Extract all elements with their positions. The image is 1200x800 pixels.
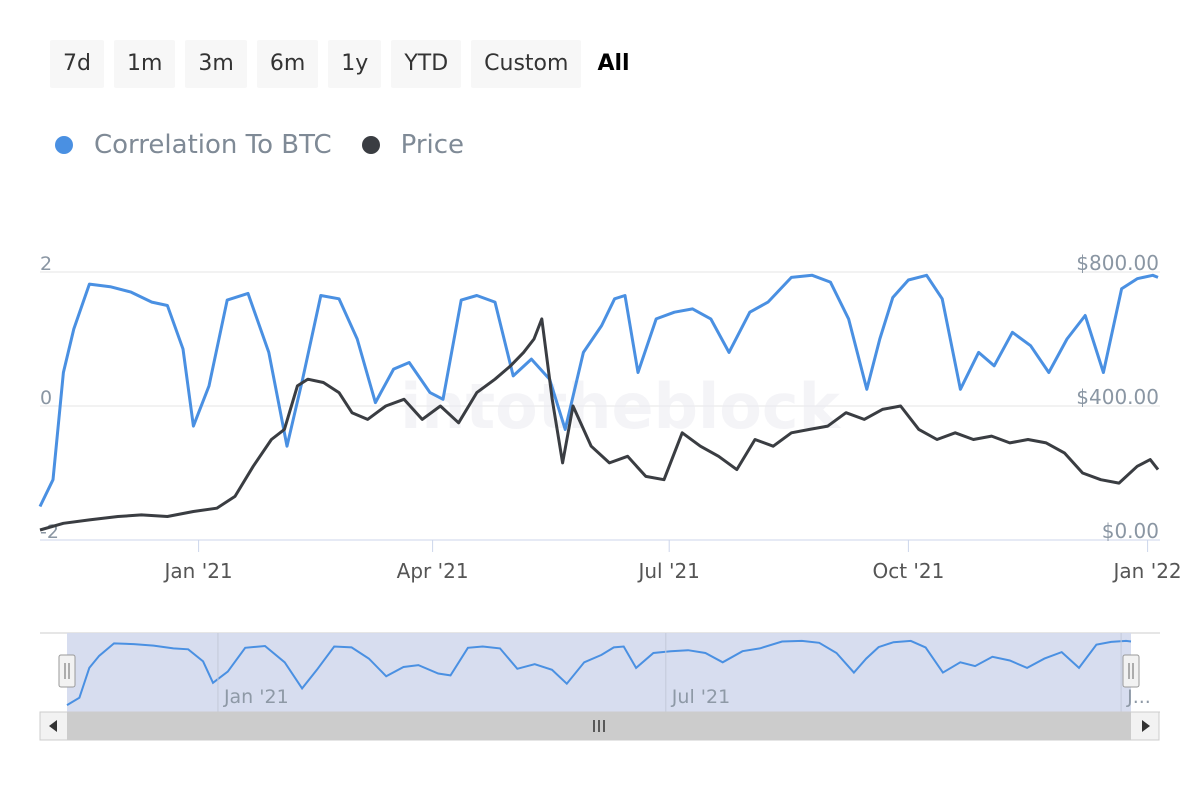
right-axis-tick-label: $400.00 — [1076, 385, 1159, 409]
x-axis-tick-label: Jan '22 — [1112, 559, 1182, 583]
x-axis-tick-label: Apr '21 — [397, 559, 469, 583]
series-line-price[interactable] — [39, 317, 1160, 532]
watermark-logo: intotheblock — [400, 370, 841, 443]
range-button-7d[interactable]: 7d — [50, 40, 104, 88]
chart-legend: Correlation To BTC Price — [55, 130, 464, 160]
x-axis-tick-label: Jan '21 — [163, 559, 233, 583]
legend-item-price[interactable]: Price — [361, 130, 465, 160]
x-axis-tick-label: Oct '21 — [872, 559, 944, 583]
range-button-1m[interactable]: 1m — [113, 40, 176, 88]
navigator-tick-label: J... — [1126, 686, 1151, 708]
left-axis-tick-label: 0 — [40, 387, 52, 409]
right-axis-tick-label: $800.00 — [1076, 251, 1159, 275]
legend-label-correlation: Correlation To BTC — [94, 130, 332, 160]
range-button-6m[interactable]: 6m — [256, 40, 319, 88]
right-axis-tick-label: $0.00 — [1102, 519, 1159, 543]
legend-dot-price — [361, 136, 380, 154]
range-button-all[interactable]: All — [597, 51, 630, 76]
triangle-right-icon[interactable] — [1142, 720, 1150, 732]
navigator-tick-label: Jan '21 — [223, 686, 289, 708]
range-selector: 7d 1m 3m 6m 1y YTD Custom All — [50, 40, 636, 88]
x-axis-tick-label: Jul '21 — [636, 559, 699, 583]
navigator-series-line — [66, 639, 1132, 706]
range-button-ytd[interactable]: YTD — [391, 40, 462, 88]
navigator-handle-left[interactable] — [58, 654, 76, 688]
series-line-correlation[interactable] — [38, 273, 1159, 508]
legend-dot-correlation — [55, 136, 73, 154]
legend-label-price: Price — [400, 130, 465, 160]
navigator-selected-range[interactable] — [67, 633, 1131, 712]
range-button-custom[interactable]: Custom — [471, 40, 582, 88]
legend-item-correlation[interactable]: Correlation To BTC — [55, 130, 332, 160]
navigator-handle-right[interactable] — [1122, 654, 1140, 688]
range-button-3m[interactable]: 3m — [185, 40, 247, 88]
navigator-tick-label: Jul '21 — [671, 686, 730, 708]
left-axis-tick-label: 2 — [40, 253, 52, 275]
triangle-left-icon[interactable] — [49, 720, 57, 732]
range-button-1y[interactable]: 1y — [328, 40, 382, 88]
